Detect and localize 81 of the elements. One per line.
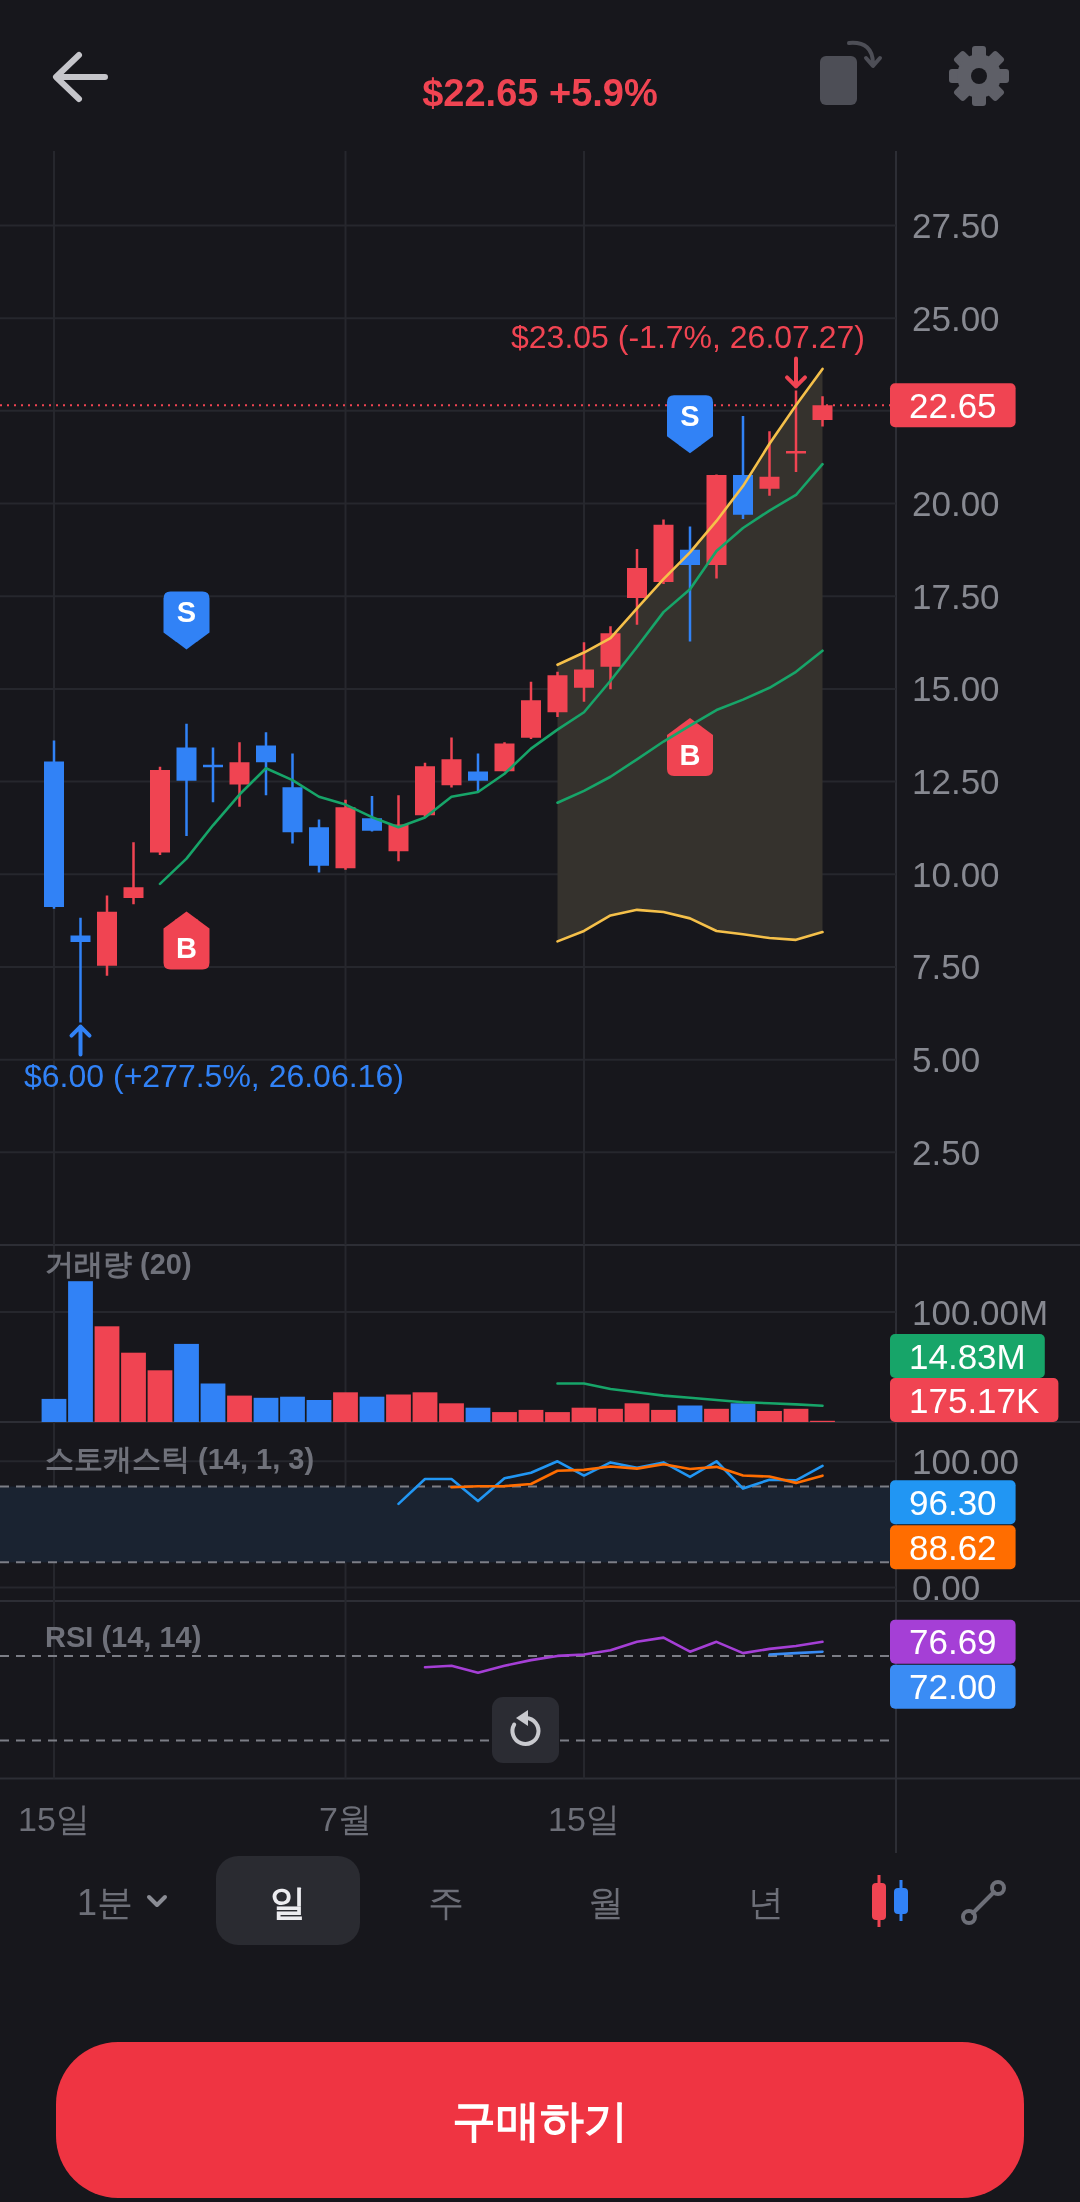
y-tick-label: 2.50 bbox=[912, 1132, 981, 1172]
bar bbox=[518, 1409, 544, 1422]
text: 일 bbox=[270, 1881, 306, 1923]
text: 구매하기 bbox=[452, 2095, 628, 2145]
y-tick-label: 7.50 bbox=[912, 947, 981, 987]
y-tick-label: 10.00 bbox=[912, 854, 1000, 894]
bar bbox=[306, 1400, 332, 1422]
x-tick-label: 15일 bbox=[548, 1799, 620, 1838]
bar bbox=[94, 1326, 120, 1422]
bar bbox=[439, 1403, 464, 1422]
data-label: B bbox=[679, 738, 701, 771]
bar bbox=[704, 1408, 729, 1422]
candlestick bbox=[441, 737, 462, 788]
bar bbox=[68, 1281, 93, 1422]
candlestick bbox=[123, 842, 144, 905]
bar bbox=[253, 1397, 279, 1422]
value-tag: 175.17K bbox=[890, 1378, 1059, 1422]
bar bbox=[147, 1370, 173, 1422]
value-tag: 96.30 bbox=[890, 1480, 1016, 1525]
bar bbox=[730, 1403, 756, 1422]
text: 월 bbox=[588, 1881, 624, 1923]
bar bbox=[227, 1395, 252, 1422]
value-tag: 72.00 bbox=[890, 1664, 1016, 1709]
line-series bbox=[556, 367, 824, 667]
data-label: S bbox=[176, 596, 197, 629]
chart-title: RSI (14, 14) bbox=[45, 1621, 202, 1653]
candlestick bbox=[70, 917, 91, 1023]
candlestick bbox=[282, 753, 303, 844]
value-tag: 14.83M bbox=[890, 1334, 1045, 1378]
y-tick-label: 12.50 bbox=[912, 762, 1000, 802]
data-label: S bbox=[680, 400, 700, 433]
x-tick-label: 7월 bbox=[319, 1799, 372, 1838]
line-series bbox=[158, 462, 824, 886]
value-tag: 88.62 bbox=[890, 1525, 1016, 1570]
chart-title: 거래량 (20) bbox=[45, 1248, 192, 1280]
y-tick-label: 17.50 bbox=[912, 576, 1000, 616]
bar bbox=[757, 1411, 782, 1422]
data-label: B bbox=[176, 932, 197, 965]
bar bbox=[280, 1396, 305, 1422]
y-tick-label: 0.00 bbox=[912, 1568, 981, 1608]
text: 주 bbox=[428, 1881, 464, 1923]
bar bbox=[624, 1403, 650, 1422]
line-series bbox=[450, 1462, 824, 1489]
text: 년 bbox=[748, 1881, 784, 1923]
chart-title: $22.65 +5.9% bbox=[422, 72, 658, 114]
annotation: $6.00 (+277.5%, 26.06.16) bbox=[24, 1057, 404, 1094]
bar bbox=[545, 1412, 570, 1422]
bar bbox=[359, 1396, 385, 1422]
y-tick-label: 20.00 bbox=[912, 484, 1000, 523]
bar bbox=[412, 1392, 438, 1422]
y-tick-label: 15.00 bbox=[912, 669, 1000, 709]
bar bbox=[571, 1407, 597, 1422]
x-tick-label: 15일 bbox=[18, 1799, 90, 1838]
annotation: $23.05 (-1.7%, 26.07.27) bbox=[511, 319, 866, 356]
value-tag: 76.69 bbox=[890, 1619, 1016, 1664]
ref-line-label: 22.65 bbox=[909, 385, 997, 425]
value-tag: 22.65 bbox=[890, 383, 1016, 428]
bar bbox=[677, 1405, 703, 1422]
bar bbox=[783, 1408, 809, 1422]
bar bbox=[174, 1343, 199, 1422]
y-tick-label: 25.00 bbox=[912, 298, 1000, 338]
bar bbox=[465, 1407, 491, 1422]
bar bbox=[333, 1392, 358, 1422]
candlestick bbox=[759, 431, 780, 496]
line-series bbox=[556, 649, 824, 804]
bar bbox=[598, 1408, 623, 1422]
bar bbox=[200, 1383, 226, 1422]
bar bbox=[651, 1409, 676, 1422]
text: 1분 bbox=[76, 1881, 134, 1923]
y-tick-label: 100.00 bbox=[912, 1441, 1020, 1481]
bar bbox=[492, 1412, 517, 1422]
y-tick-label: 27.50 bbox=[912, 205, 1000, 245]
candlestick bbox=[229, 742, 250, 807]
candlestick bbox=[176, 723, 197, 837]
bar bbox=[41, 1398, 67, 1422]
text: 스토캐스틱 (14, 1, 3) bbox=[45, 1443, 315, 1475]
bar bbox=[386, 1394, 411, 1422]
line-series bbox=[556, 908, 824, 943]
y-tick-label: 100.00M bbox=[912, 1292, 1049, 1332]
y-tick-label: 5.00 bbox=[912, 1040, 981, 1080]
bar bbox=[121, 1352, 146, 1422]
